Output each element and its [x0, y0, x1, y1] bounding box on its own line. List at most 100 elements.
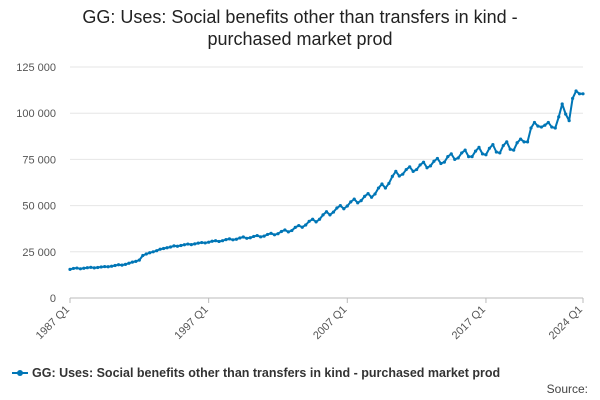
data-point [255, 233, 259, 238]
data-point [68, 267, 72, 271]
data-point [519, 137, 523, 141]
data-point [182, 243, 186, 247]
chart-title-line-1: GG: Uses: Social benefits other than tra… [82, 7, 518, 27]
data-point [227, 237, 232, 241]
data-point [331, 210, 336, 214]
x-tick-label: 1997 Q1 [172, 304, 210, 342]
x-tick-label: 2024 Q1 [547, 304, 585, 342]
data-point [196, 241, 200, 245]
data-point [512, 148, 516, 152]
data-point [245, 236, 249, 240]
data-point [89, 265, 93, 269]
data-point [560, 102, 564, 106]
data-point [175, 244, 180, 248]
data-point [401, 172, 405, 176]
data-point [103, 264, 107, 269]
data-point [321, 213, 325, 217]
data-point [425, 166, 429, 170]
data-point [283, 228, 287, 232]
series-line [69, 90, 583, 271]
source-label: Source: [546, 382, 588, 396]
data-point [366, 191, 370, 196]
data-point [564, 112, 568, 116]
data-point [269, 231, 273, 235]
data-point [363, 194, 367, 198]
data-point [577, 92, 582, 96]
data-point [532, 120, 537, 125]
data-point [144, 252, 148, 256]
data-point [491, 143, 495, 147]
y-tick-label: 50 000 [22, 201, 56, 213]
data-point [127, 261, 131, 265]
data-point [473, 149, 478, 153]
data-point [113, 263, 117, 268]
data-point [116, 263, 121, 267]
data-point [279, 229, 284, 234]
data-point [189, 242, 193, 247]
data-point [460, 151, 464, 155]
data-point [338, 204, 342, 208]
data-point [342, 207, 346, 211]
y-tick-label: 100 000 [16, 108, 56, 120]
data-point [394, 169, 398, 174]
data-point [456, 156, 460, 160]
data-point [96, 265, 100, 270]
chart-title-line-2: purchased market prod [207, 29, 393, 49]
data-point [168, 245, 173, 249]
data-point [262, 234, 266, 238]
data-point [193, 242, 197, 246]
data-point [484, 153, 488, 157]
axes: 0 25 000 50 000 75 000 100 000 125 000 1987 Q1… [16, 62, 585, 342]
data-point [494, 150, 498, 154]
data-point [356, 201, 360, 205]
data-point [435, 156, 440, 161]
data-point [179, 243, 183, 248]
data-point [248, 236, 252, 240]
data-point [317, 217, 322, 221]
chart-title: GG: Uses: Social benefits other than tra… [0, 6, 600, 50]
data-point [359, 199, 363, 203]
data-point [252, 234, 256, 239]
data-point [404, 167, 408, 172]
data-point [151, 250, 155, 254]
data-point [272, 233, 277, 237]
y-tick-label: 0 [50, 293, 56, 305]
data-point [387, 181, 391, 186]
data-point [328, 213, 332, 217]
data-point [508, 147, 512, 151]
data-point [428, 164, 433, 168]
data-point [130, 260, 134, 264]
data-point [120, 263, 124, 267]
data-point [172, 244, 176, 248]
data-point [477, 145, 481, 149]
data-point [421, 160, 426, 164]
data-point [373, 192, 377, 196]
data-point [390, 174, 394, 178]
data-point [522, 140, 526, 144]
data-point [550, 125, 554, 129]
data-point [345, 204, 349, 208]
data-point [376, 186, 381, 190]
data-point [498, 151, 502, 155]
data-point [137, 258, 141, 262]
data-point [536, 124, 540, 128]
data-point [217, 239, 221, 244]
data-point [581, 92, 585, 96]
data-point [324, 210, 329, 214]
x-tick-label: 2007 Q1 [311, 304, 349, 342]
data-point [574, 89, 578, 93]
data-point [463, 148, 467, 152]
data-point [571, 96, 575, 101]
data-point [307, 219, 311, 223]
data-point [515, 141, 519, 145]
data-point [553, 126, 557, 130]
data-point [380, 182, 384, 186]
data-point [123, 262, 128, 266]
legend[interactable]: GG: Uses: Social benefits other than tra… [12, 366, 500, 380]
data-point [293, 225, 297, 230]
data-point [75, 266, 79, 270]
data-point [186, 242, 190, 246]
data-point [290, 228, 294, 233]
data-point [259, 235, 263, 239]
data-point [109, 264, 114, 268]
